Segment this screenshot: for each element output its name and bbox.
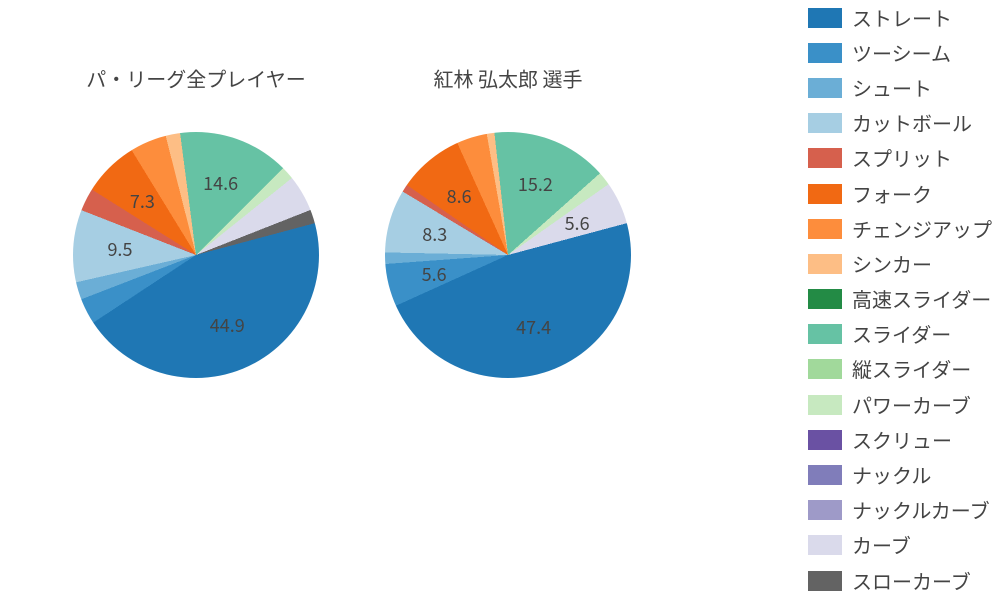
- legend-swatch: [808, 254, 842, 274]
- legend-swatch: [808, 571, 842, 591]
- legend-item: スプリット: [808, 141, 992, 176]
- legend-item: ナックル: [808, 457, 992, 492]
- legend-label: 縦スライダー: [852, 359, 971, 379]
- legend-item: チェンジアップ: [808, 211, 992, 246]
- legend-item: カットボール: [808, 106, 992, 141]
- legend-item: カーブ: [808, 528, 992, 563]
- pie-disc: [73, 132, 319, 378]
- legend-swatch: [808, 219, 842, 239]
- legend-label: シュート: [852, 78, 932, 98]
- legend-label: カットボール: [852, 113, 972, 133]
- legend-item: スローカーブ: [808, 563, 992, 598]
- legend-label: シンカー: [852, 254, 932, 274]
- chart-title-player: 紅林 弘太郎 選手: [434, 64, 583, 93]
- legend-swatch: [808, 500, 842, 520]
- legend-swatch: [808, 430, 842, 450]
- pie-chart-league: 44.99.57.314.6: [73, 132, 319, 378]
- chart-stage: パ・リーグ全プレイヤー 紅林 弘太郎 選手 44.99.57.314.6 47.…: [0, 0, 1000, 600]
- legend-item: ストレート: [808, 0, 992, 35]
- legend-item: ツーシーム: [808, 35, 992, 70]
- legend-item: 縦スライダー: [808, 352, 992, 387]
- legend-swatch: [808, 465, 842, 485]
- legend-swatch: [808, 289, 842, 309]
- legend-label: ナックルカーブ: [852, 500, 990, 520]
- legend-item: パワーカーブ: [808, 387, 992, 422]
- legend-swatch: [808, 184, 842, 204]
- legend-label: スプリット: [852, 148, 952, 168]
- legend-swatch: [808, 148, 842, 168]
- legend-item: 高速スライダー: [808, 282, 992, 317]
- pie-disc: [385, 132, 631, 378]
- legend-swatch: [808, 78, 842, 98]
- legend-item: シュート: [808, 70, 992, 105]
- legend-swatch: [808, 8, 842, 28]
- legend-swatch: [808, 359, 842, 379]
- legend-label: フォーク: [852, 184, 932, 204]
- legend-label: 高速スライダー: [852, 289, 991, 309]
- legend-item: フォーク: [808, 176, 992, 211]
- legend-label: ストレート: [852, 8, 952, 28]
- legend-item: シンカー: [808, 246, 992, 281]
- legend-label: スライダー: [852, 324, 951, 344]
- legend-swatch: [808, 113, 842, 133]
- legend-item: ナックルカーブ: [808, 493, 992, 528]
- legend-label: スローカーブ: [852, 571, 971, 591]
- legend: ストレートツーシームシュートカットボールスプリットフォークチェンジアップシンカー…: [808, 0, 992, 598]
- legend-swatch: [808, 395, 842, 415]
- legend-label: スクリュー: [852, 430, 952, 450]
- legend-swatch: [808, 535, 842, 555]
- legend-label: ナックル: [852, 465, 931, 485]
- legend-swatch: [808, 43, 842, 63]
- legend-label: パワーカーブ: [852, 395, 971, 415]
- legend-swatch: [808, 324, 842, 344]
- chart-title-league: パ・リーグ全プレイヤー: [86, 64, 305, 93]
- legend-label: カーブ: [852, 535, 911, 555]
- legend-item: スライダー: [808, 317, 992, 352]
- pie-chart-player: 47.45.68.38.615.25.6: [385, 132, 631, 378]
- legend-label: チェンジアップ: [852, 219, 992, 239]
- legend-label: ツーシーム: [852, 43, 951, 63]
- legend-item: スクリュー: [808, 422, 992, 457]
